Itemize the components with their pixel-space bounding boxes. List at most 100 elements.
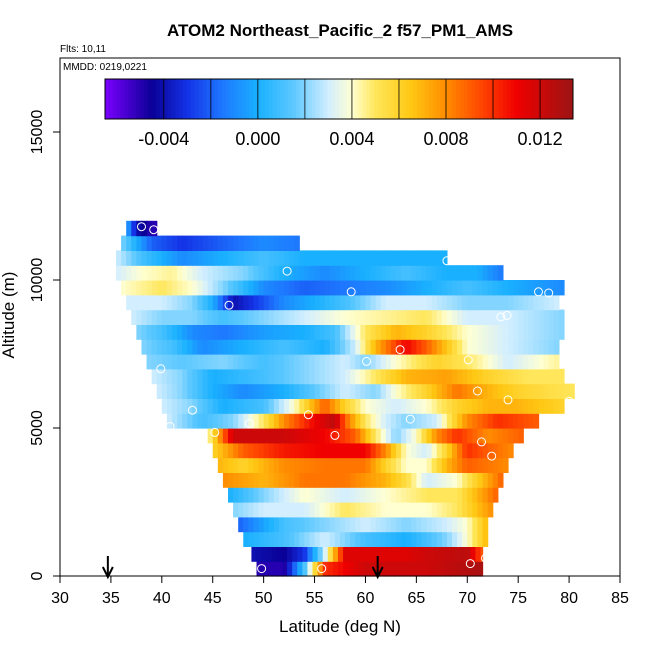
colorbar-cell: [253, 79, 258, 119]
heatmap-cell: [380, 413, 387, 429]
x-tick-label: 60: [357, 590, 375, 607]
heatmap-cell: [278, 428, 285, 444]
heatmap-cell: [441, 487, 448, 503]
heatmap-cell: [528, 354, 535, 370]
heatmap-cell: [192, 368, 199, 385]
heatmap-cell: [284, 265, 290, 281]
colorbar-cell: [557, 79, 562, 119]
heatmap-cell: [452, 442, 458, 459]
heatmap-cell: [319, 309, 326, 325]
heatmap-cell: [472, 472, 479, 488]
heatmap-cell: [197, 294, 204, 311]
heatmap-cell: [350, 531, 356, 547]
heatmap-cell: [441, 442, 448, 459]
heatmap-cell: [302, 546, 309, 562]
heatmap-cell: [238, 502, 244, 518]
heatmap-cell: [182, 250, 188, 266]
heatmap-cell: [243, 280, 249, 296]
heatmap-cell: [207, 280, 214, 296]
heatmap-cell: [294, 354, 300, 370]
heatmap-cell: [370, 250, 377, 266]
heatmap-cell: [396, 265, 402, 281]
heatmap-cell: [472, 265, 479, 281]
heatmap-cell: [401, 339, 407, 355]
heatmap-cell: [212, 309, 219, 325]
heatmap-cell: [340, 294, 346, 311]
heatmap-cell: [212, 250, 219, 266]
colorbar-cell: [276, 79, 281, 119]
heatmap-cell: [477, 383, 484, 399]
colorbar-cell: [385, 79, 391, 119]
colorbar-cell: [257, 79, 262, 119]
heatmap-cell: [411, 265, 417, 281]
heatmap-cell: [421, 250, 428, 266]
heatmap-cell: [355, 324, 361, 340]
heatmap-cell: [426, 398, 433, 414]
heatmap-cell: [222, 339, 229, 355]
heatmap-cell: [396, 516, 402, 533]
heatmap-cell: [273, 457, 280, 473]
colorbar-cell: [459, 79, 465, 119]
heatmap-cell: [334, 383, 341, 399]
sample-point: [244, 419, 254, 429]
heatmap-cell: [385, 502, 392, 518]
heatmap-cell: [304, 516, 311, 533]
heatmap-cell: [365, 294, 372, 311]
heatmap-cell: [436, 487, 443, 503]
heatmap-cell: [197, 324, 204, 340]
heatmap-cell: [416, 280, 423, 296]
heatmap-cell: [441, 368, 448, 385]
heatmap-cell: [472, 398, 479, 414]
heatmap-cell: [528, 280, 535, 296]
colorbar-cell: [381, 79, 387, 119]
heatmap-cell: [436, 324, 443, 340]
heatmap-cell: [299, 383, 305, 399]
heatmap-cell: [329, 428, 336, 444]
heatmap-cell: [289, 531, 295, 547]
heatmap-cell: [126, 280, 132, 296]
heatmap-cell: [462, 516, 468, 533]
heatmap-cell: [228, 383, 234, 399]
heatmap-cell: [248, 531, 255, 547]
heatmap-cell: [350, 324, 356, 340]
heatmap-cell: [548, 398, 555, 414]
heatmap-cell: [192, 413, 199, 429]
heatmap-cell: [429, 546, 436, 562]
heatmap-cell: [299, 398, 305, 414]
heatmap-cell: [472, 383, 479, 399]
heatmap-cell: [439, 546, 446, 562]
heatmap-cell: [431, 472, 438, 488]
heatmap-cell: [289, 280, 295, 296]
heatmap-cell: [360, 309, 367, 325]
heatmap-cell: [441, 516, 448, 533]
heatmap-cell: [233, 472, 239, 488]
heatmap-cell: [166, 368, 173, 385]
colorbar-cell: [179, 79, 184, 119]
heatmap-cell: [319, 294, 326, 311]
heatmap-cell: [388, 546, 395, 562]
heatmap-cell: [187, 265, 193, 281]
heatmap-cell: [161, 339, 168, 355]
heatmap-cell: [523, 339, 529, 355]
heatmap-cell: [355, 442, 361, 459]
colorbar-cell: [241, 79, 246, 119]
colorbar-cell: [210, 79, 215, 119]
heatmap-cell: [151, 250, 158, 266]
heatmap-cell: [457, 398, 463, 414]
heatmap-cell: [457, 502, 463, 518]
heatmap-cell: [431, 398, 438, 414]
heatmap-cell: [513, 309, 519, 325]
heatmap-cell: [258, 398, 265, 414]
heatmap-cell: [238, 265, 244, 281]
heatmap-cell: [401, 324, 407, 340]
heatmap-cell: [401, 309, 407, 325]
heatmap-cell: [276, 546, 283, 562]
heatmap-cell: [452, 265, 458, 281]
heatmap-cell: [538, 339, 545, 355]
heatmap-cell: [462, 398, 468, 414]
heatmap-cell: [436, 531, 443, 547]
heatmap-cell: [472, 309, 479, 325]
heatmap-cell: [457, 442, 463, 459]
sample-point: [465, 559, 475, 569]
heatmap-cell: [187, 309, 193, 325]
